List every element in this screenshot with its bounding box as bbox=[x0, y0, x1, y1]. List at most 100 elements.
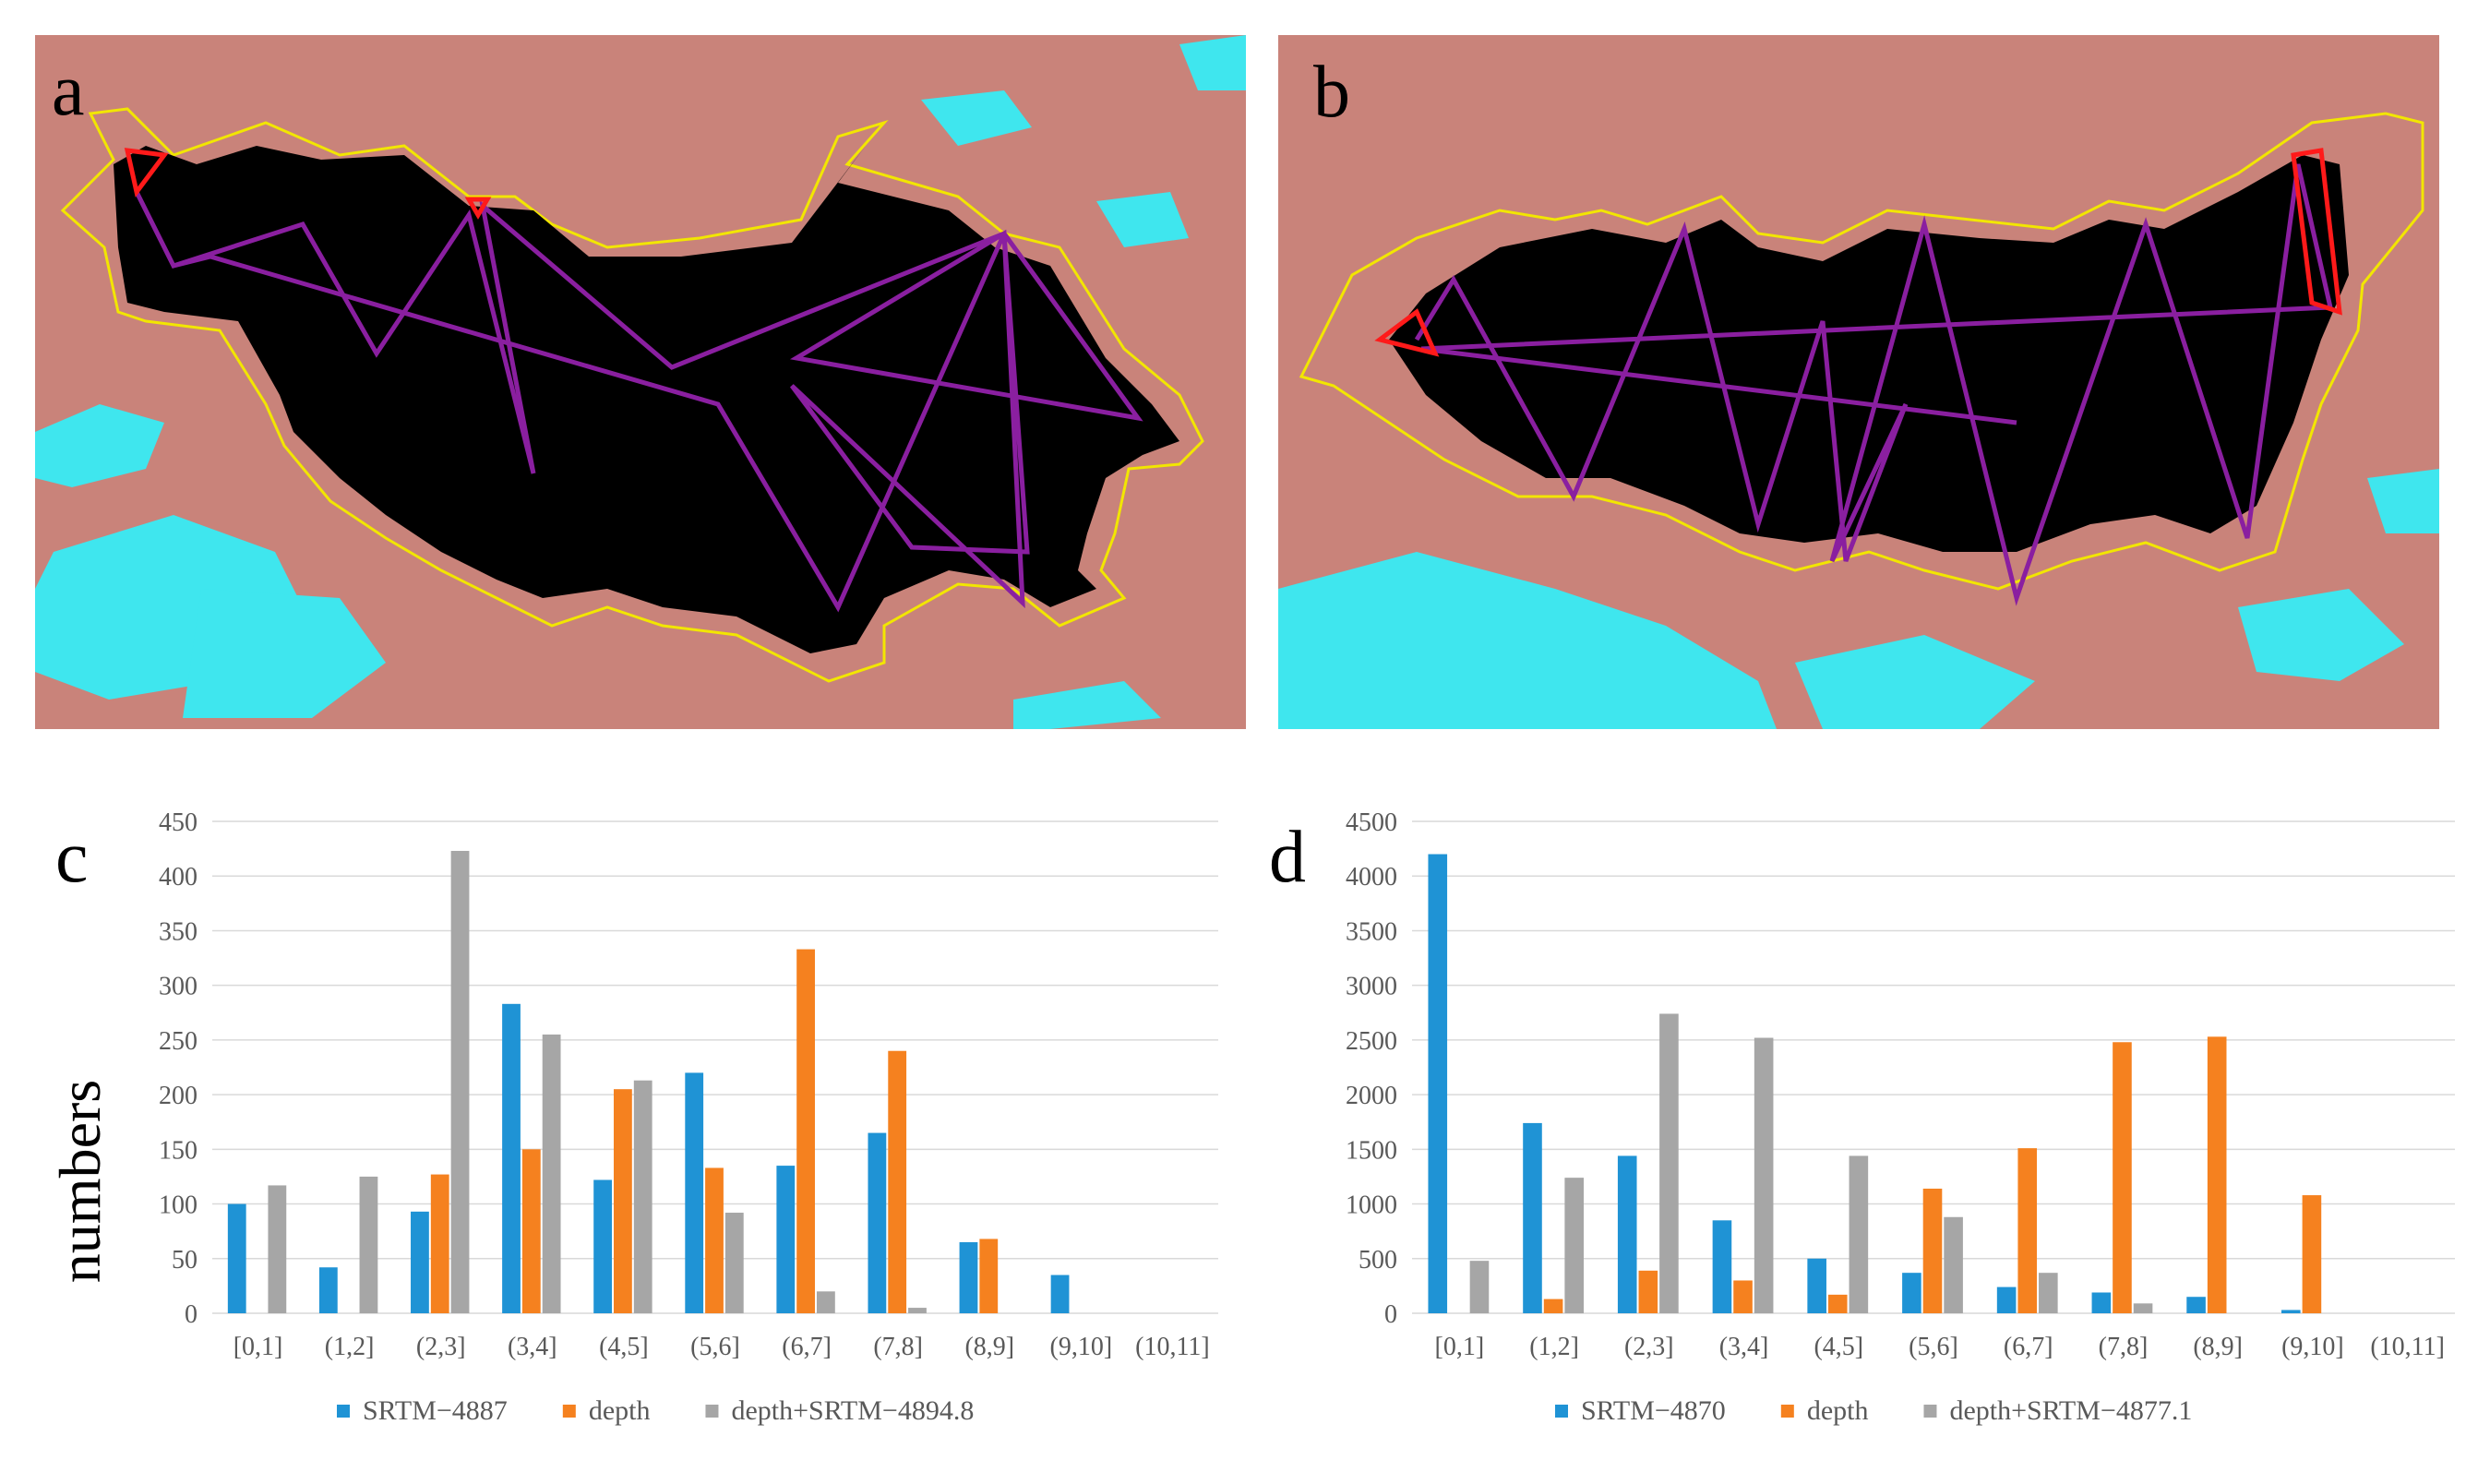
x-tick-label: (1,2] bbox=[1529, 1333, 1579, 1361]
y-tick-label: 50 bbox=[172, 1246, 198, 1275]
snow-patch bbox=[1013, 681, 1161, 729]
snow-patch bbox=[1179, 35, 1246, 90]
legend-swatch bbox=[337, 1405, 350, 1418]
snow-patch bbox=[183, 589, 386, 718]
bar bbox=[2017, 1148, 2038, 1313]
y-tick-label: 400 bbox=[159, 863, 198, 892]
satellite-map-a bbox=[35, 35, 1246, 729]
legend-label: depth bbox=[589, 1395, 651, 1426]
lake-outline bbox=[1299, 112, 2424, 591]
bar bbox=[1944, 1216, 1963, 1313]
bar bbox=[685, 1072, 704, 1313]
panel-label-b: b bbox=[1313, 52, 1350, 133]
y-tick-label: 500 bbox=[1359, 1246, 1397, 1275]
x-tick-label: [0,1] bbox=[233, 1333, 283, 1361]
bar bbox=[2039, 1273, 2058, 1313]
bar bbox=[542, 1034, 561, 1313]
x-tick-label: (2,3] bbox=[1624, 1333, 1674, 1361]
lake-water bbox=[114, 146, 1179, 653]
bar-chart-c: c numbers 0 50 100 150 200 250 300 350 400 450 [0,… bbox=[47, 808, 1218, 1426]
snow-patch bbox=[2238, 589, 2404, 681]
legend-label: depth+SRTM−4877.1 bbox=[1949, 1395, 2192, 1426]
bar bbox=[268, 1185, 287, 1313]
snow-patch bbox=[1096, 192, 1189, 247]
snow-patch bbox=[921, 90, 1032, 146]
x-tick-label: (7,8] bbox=[873, 1333, 923, 1361]
lake-outline bbox=[60, 107, 1204, 683]
satellite-image-a: a bbox=[35, 35, 1246, 729]
bar bbox=[593, 1179, 613, 1313]
bar bbox=[1807, 1258, 1826, 1313]
bar bbox=[1922, 1188, 1943, 1313]
y-tick-label: 2000 bbox=[1346, 1082, 1397, 1110]
panel-label-d: d bbox=[1269, 817, 1306, 898]
y-tick-label: 1500 bbox=[1346, 1136, 1397, 1165]
x-tick-label: (6,7] bbox=[2004, 1333, 2053, 1361]
bar bbox=[633, 1080, 652, 1313]
bar bbox=[705, 1167, 724, 1313]
satellite-image-b: b bbox=[1278, 35, 2439, 729]
bar bbox=[1564, 1178, 1584, 1313]
bar bbox=[1428, 854, 1448, 1313]
bar bbox=[227, 1203, 246, 1313]
y-tick-label: 450 bbox=[159, 808, 198, 837]
bar bbox=[1712, 1220, 1732, 1313]
legend-label: SRTM−4887 bbox=[363, 1395, 508, 1426]
survey-track-end bbox=[124, 148, 169, 197]
legend-label: depth+SRTM−4894.8 bbox=[731, 1395, 974, 1426]
x-tick-label: (6,7] bbox=[782, 1333, 832, 1361]
y-tick-label: 4500 bbox=[1346, 808, 1397, 837]
bar bbox=[1827, 1294, 1848, 1313]
panel-label-a: a bbox=[52, 50, 85, 131]
x-tick-label: (5,6] bbox=[1909, 1333, 1958, 1361]
x-tick-label: (5,6] bbox=[690, 1333, 740, 1361]
bar bbox=[1523, 1122, 1542, 1313]
bar bbox=[2302, 1195, 2322, 1313]
x-tick-label: (1,2] bbox=[325, 1333, 375, 1361]
legend-swatch bbox=[562, 1405, 576, 1418]
x-tick-label: (2,3] bbox=[416, 1333, 466, 1361]
satellite-map-b bbox=[1278, 35, 2439, 729]
bar bbox=[888, 1050, 907, 1313]
y-tick-label: 300 bbox=[159, 973, 198, 1001]
bar bbox=[796, 949, 815, 1313]
lake-water bbox=[1389, 155, 2349, 552]
x-tick-label: (3,4] bbox=[508, 1333, 557, 1361]
bar bbox=[776, 1166, 796, 1313]
panel-label-c: c bbox=[55, 817, 89, 898]
y-tick-label: 200 bbox=[159, 1082, 198, 1110]
bar bbox=[2091, 1292, 2112, 1313]
bar bbox=[868, 1132, 887, 1313]
bar bbox=[908, 1308, 927, 1313]
legend-swatch bbox=[1923, 1405, 1937, 1418]
snow-patch bbox=[35, 404, 164, 487]
legend-swatch bbox=[1555, 1405, 1568, 1418]
snow-patch bbox=[1795, 635, 2035, 729]
x-tick-label: (8,9] bbox=[964, 1333, 1014, 1361]
bar bbox=[1469, 1261, 1490, 1313]
legend-swatch bbox=[1780, 1405, 1794, 1418]
bar bbox=[2281, 1310, 2301, 1313]
y-tick-label: 3000 bbox=[1346, 973, 1397, 1001]
bar bbox=[1996, 1287, 2017, 1313]
bar bbox=[1849, 1155, 1869, 1313]
bar bbox=[521, 1149, 541, 1313]
legend-label: depth bbox=[1807, 1395, 1869, 1426]
y-tick-label: 0 bbox=[1384, 1300, 1397, 1329]
bar bbox=[2133, 1303, 2153, 1313]
y-tick-label: 350 bbox=[159, 917, 198, 946]
y-tick-label: 100 bbox=[159, 1191, 198, 1220]
y-tick-label: 250 bbox=[159, 1027, 198, 1056]
survey-track-end bbox=[1374, 308, 1440, 357]
x-tick-label: (9,10] bbox=[1050, 1333, 1113, 1361]
y-tick-label: 150 bbox=[159, 1136, 198, 1165]
survey-track bbox=[134, 190, 1143, 613]
bar bbox=[1902, 1273, 1921, 1313]
y-tick-label: 0 bbox=[185, 1300, 198, 1329]
bar bbox=[1617, 1155, 1637, 1313]
bar bbox=[979, 1239, 999, 1313]
bar bbox=[614, 1089, 632, 1313]
bar bbox=[2113, 1042, 2132, 1313]
bar bbox=[2207, 1036, 2227, 1313]
x-tick-label: (8,9] bbox=[2193, 1333, 2243, 1361]
